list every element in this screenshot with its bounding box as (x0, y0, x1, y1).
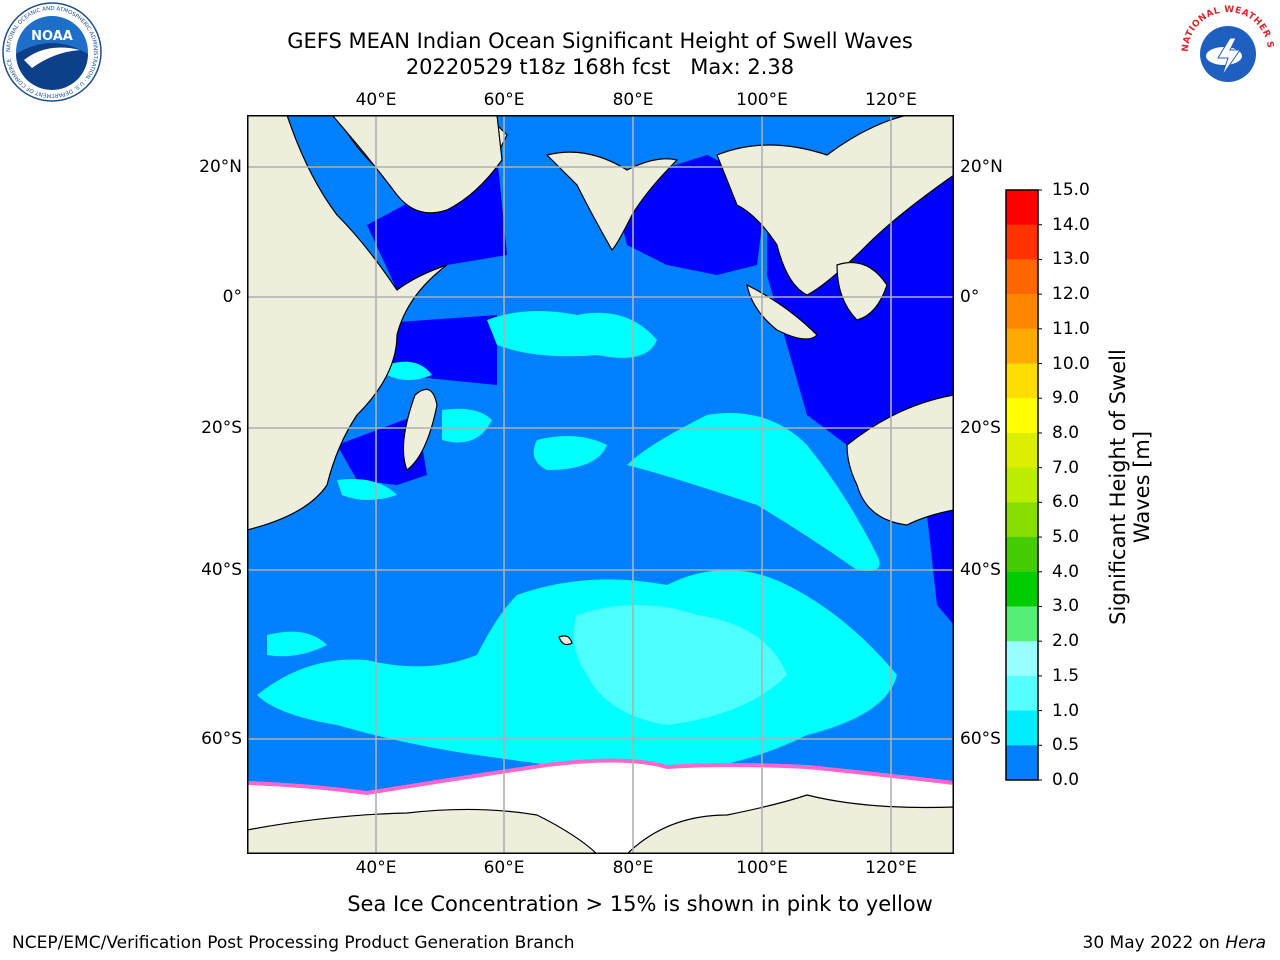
footer-host: Hera (1225, 933, 1266, 953)
lat-tick-label: 0° (960, 287, 980, 307)
southeast-asia (716, 115, 954, 296)
lat-tick-label: 20°N (199, 157, 242, 177)
high-swell-core (573, 605, 787, 725)
colorbar-tick-label: 14.0 (1052, 214, 1090, 235)
lat-tick-label: 60°S (201, 729, 242, 749)
map-frame (247, 115, 954, 854)
colorbar-swatch (1006, 467, 1038, 503)
colorbar-swatch (1006, 641, 1038, 677)
colorbar-swatch (1006, 328, 1038, 365)
lon-tick-label: 80°E (612, 858, 654, 878)
colorbar-tick-label: 15.0 (1052, 180, 1090, 200)
lat-tick-label: 0° (222, 287, 242, 307)
colorbar-tick-label: 0.0 (1052, 770, 1080, 790)
colorbar-tick-label: 10.0 (1052, 353, 1090, 374)
footer-date: 30 May 2022 on (1082, 933, 1226, 953)
colorbar-tick-label: 9.0 (1052, 388, 1080, 409)
sea-ice-edge (247, 758, 954, 796)
colorbar-tick-label: 1.0 (1052, 700, 1080, 721)
colorbar-swatch (1006, 675, 1038, 712)
lat-tick-label: 20°S (201, 418, 242, 438)
lon-tick-label: 120°E (865, 858, 917, 878)
lon-tick-label: 120°E (865, 90, 917, 110)
colorbar-tick-label: 6.0 (1052, 492, 1080, 513)
land-masses (247, 115, 954, 646)
colorbar-swatch (1006, 745, 1038, 781)
colorbar-swatch (1006, 571, 1038, 607)
chart-title: GEFS MEAN Indian Ocean Significant Heigh… (0, 28, 1200, 80)
svg-text:NOAA: NOAA (31, 29, 73, 44)
colorbar-title: Significant Height of Swell Waves [m] (1106, 287, 1154, 687)
colorbar-swatch (1006, 606, 1038, 642)
footer-right: 30 May 2022 on Hera (1083, 933, 1267, 953)
colorbar-frame (1005, 189, 1039, 781)
colorbar-swatch (1006, 224, 1038, 260)
kerguelen (558, 635, 573, 646)
title-line1: GEFS MEAN Indian Ocean Significant Heigh… (287, 29, 913, 53)
colorbar-tick-label: 4.0 (1052, 561, 1080, 582)
lon-tick-label: 100°E (736, 858, 788, 878)
lon-tick-label: 60°E (483, 858, 525, 878)
colorbar-tick-label: 5.0 (1052, 527, 1080, 548)
title-line2: 20220529 t18z 168h fcst Max: 2.38 (405, 55, 795, 79)
colorbar-swatch (1006, 502, 1038, 538)
colorbar-tick-label: 13.0 (1052, 249, 1090, 270)
colorbar-tick-label: 3.0 (1052, 596, 1080, 617)
lat-tick-label: 20°S (960, 418, 1001, 438)
lon-tick-label: 40°E (355, 90, 397, 110)
lat-tick-label: 40°S (201, 560, 242, 580)
colorbar-swatch (1006, 363, 1038, 399)
lat-tick-label: 20°N (960, 157, 1003, 177)
moderate-swell-areas (257, 311, 897, 775)
footer-left: NCEP/EMC/Verification Post Processing Pr… (12, 933, 575, 953)
colorbar-tick-label: 1.5 (1052, 665, 1080, 686)
colorbar-tick-label: 12.0 (1052, 284, 1090, 305)
colorbar-swatch (1006, 259, 1038, 295)
sumatra (746, 283, 818, 340)
arabia (331, 115, 503, 214)
colorbar-swatch (1006, 190, 1038, 226)
colorbar-tick-label: 0.5 (1052, 735, 1080, 756)
colorbar (1005, 189, 1042, 781)
sea-ice-note: Sea Ice Concentration > 15% is shown in … (347, 892, 933, 916)
colorbar-tick-label: 7.0 (1052, 457, 1080, 478)
colorbar-tick-label: 11.0 (1052, 318, 1090, 339)
colorbar-swatch (1006, 710, 1038, 746)
colorbar-tick-label: 8.0 (1052, 422, 1080, 443)
lon-tick-label: 100°E (736, 90, 788, 110)
colorbar-swatch (1006, 398, 1038, 434)
lat-tick-label: 40°S (960, 560, 1001, 580)
noaa-logo: NATIONAL OCEANIC AND ATMOSPHERIC ADMINIS… (2, 2, 102, 102)
india (545, 151, 679, 251)
colorbar-title-line1: Significant Height of Swell (1106, 349, 1130, 625)
colorbar-tick-label: 2.0 (1052, 631, 1080, 652)
map-panel (247, 115, 954, 854)
colorbar-title-line2: Waves [m] (1130, 430, 1154, 544)
nws-logo: NATIONAL WEATHER SERVICE (1178, 2, 1276, 100)
graticule (247, 115, 954, 854)
colorbar-swatch (1006, 537, 1038, 573)
lat-tick-label: 60°S (960, 729, 1001, 749)
lon-tick-label: 60°E (483, 90, 525, 110)
lon-tick-label: 40°E (355, 858, 397, 878)
lon-tick-label: 80°E (612, 90, 654, 110)
antarctica-land (247, 794, 954, 854)
madagascar (402, 388, 438, 471)
colorbar-swatch (1006, 432, 1038, 469)
colorbar-swatch (1006, 294, 1038, 330)
